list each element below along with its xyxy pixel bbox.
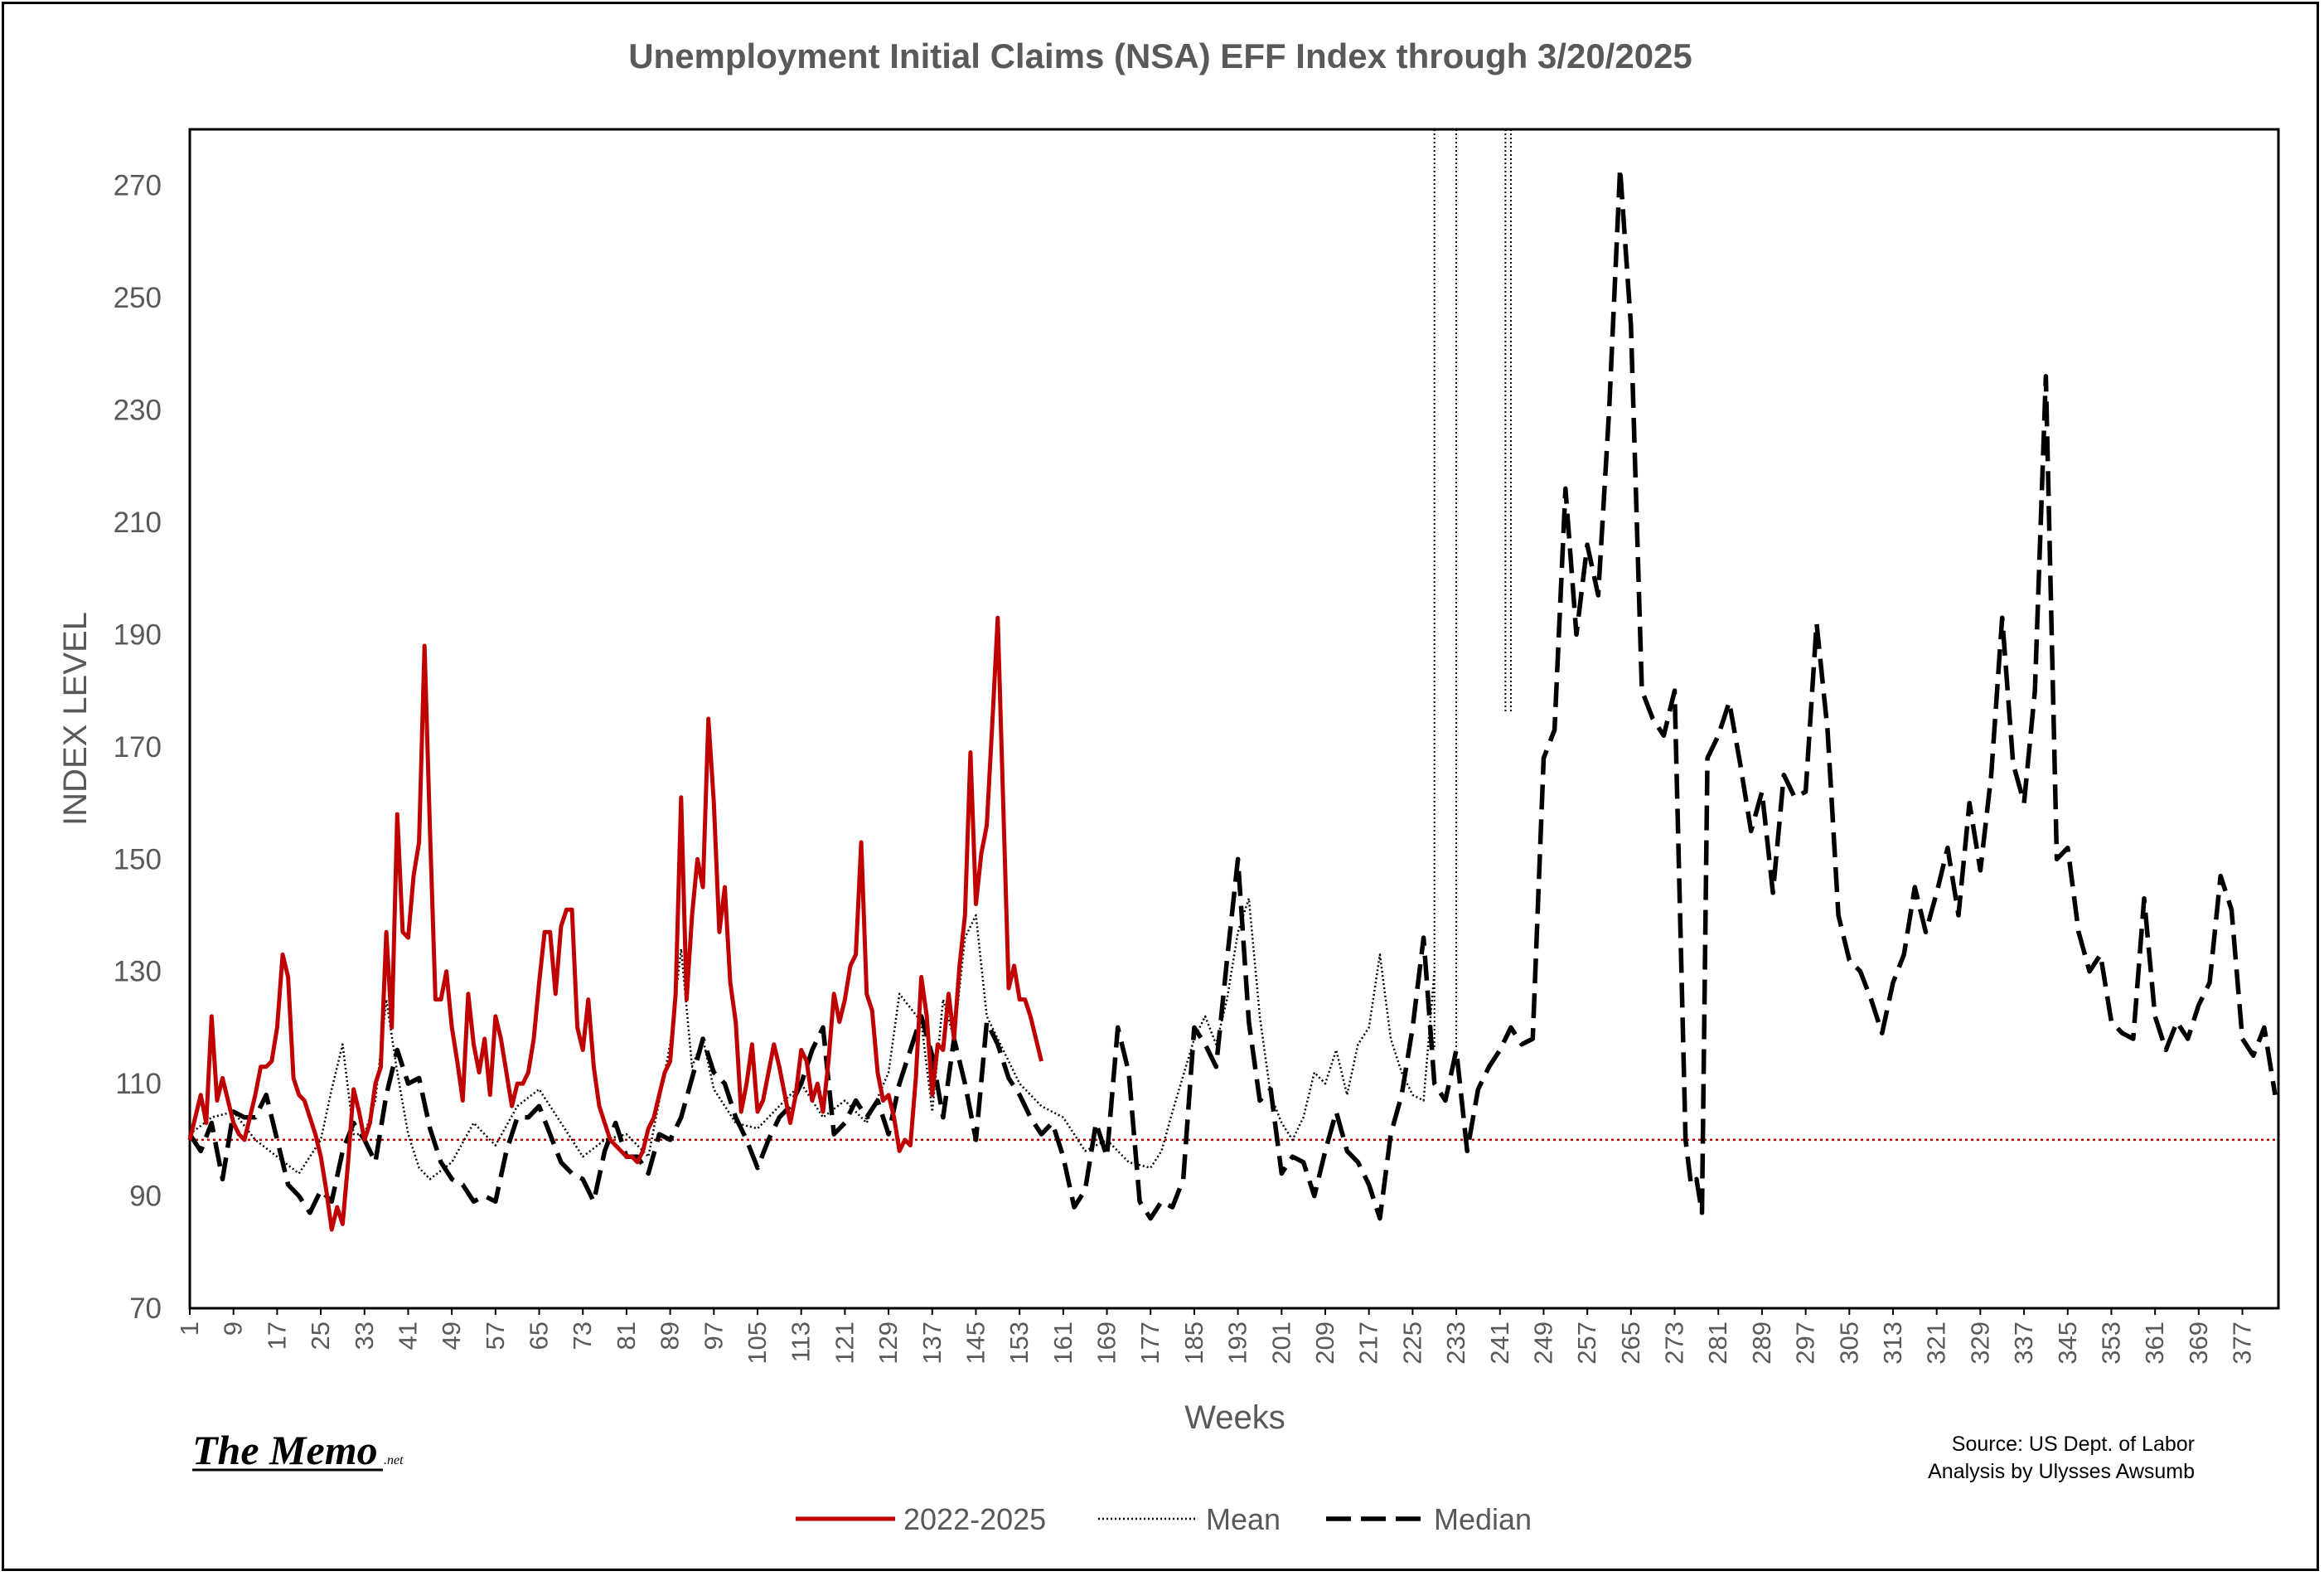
- source-line-2: Analysis by Ulysses Awsumb: [1928, 1460, 2195, 1483]
- x-tick-label: 121: [830, 1321, 859, 1365]
- x-tick-label: 329: [1965, 1321, 1994, 1365]
- x-tick-label: 369: [2184, 1321, 2213, 1365]
- series-line-median: [187, 166, 2278, 1221]
- x-tick-label: 193: [1223, 1321, 1252, 1365]
- x-tick-label: 153: [1005, 1321, 1034, 1365]
- x-tick-label: 209: [1310, 1321, 1339, 1365]
- x-tick-label: 289: [1747, 1321, 1776, 1365]
- x-tick-label: 321: [1922, 1321, 1951, 1365]
- x-tick-label: 65: [525, 1321, 554, 1350]
- x-tick-label: 1: [175, 1321, 204, 1336]
- x-tick-label: 281: [1703, 1321, 1732, 1365]
- legend-label: Median: [1434, 1502, 1532, 1536]
- x-tick-label: 73: [568, 1321, 597, 1350]
- x-tick-label: 57: [481, 1321, 510, 1350]
- y-tick-label: 250: [114, 282, 162, 314]
- x-tick-label: 273: [1660, 1321, 1689, 1365]
- x-tick-label: 305: [1834, 1321, 1863, 1365]
- legend: 2022-2025 Mean Median: [796, 1502, 1532, 1536]
- mean-spike-lines: [1433, 129, 1512, 1050]
- x-tick-label: 89: [656, 1321, 685, 1350]
- x-tick-label: 337: [2009, 1321, 2038, 1365]
- x-tick-label: 129: [874, 1321, 903, 1365]
- x-tick-label: 105: [743, 1321, 772, 1365]
- brand-logo: The Memo .net: [192, 1427, 404, 1473]
- x-tick-label: 313: [1878, 1321, 1907, 1365]
- x-tick-label: 225: [1397, 1321, 1426, 1365]
- x-tick-label: 41: [393, 1321, 422, 1350]
- x-tick-label: 233: [1441, 1321, 1470, 1365]
- x-tick-label: 49: [437, 1321, 466, 1350]
- y-tick-label: 210: [114, 507, 162, 539]
- x-tick-label: 81: [612, 1321, 641, 1350]
- y-tick-label: 170: [114, 731, 162, 764]
- x-tick-label: 353: [2096, 1321, 2125, 1365]
- y-tick-label: 190: [114, 618, 162, 651]
- series-line-mean: [189, 897, 1436, 1181]
- legend-item-mean: Mean: [1098, 1502, 1281, 1536]
- y-axis-ticks: 70 90 110 130 150 170 190 210 230 250 270: [114, 170, 162, 1325]
- x-tick-label: 169: [1092, 1321, 1121, 1365]
- x-tick-label: 185: [1179, 1321, 1208, 1365]
- x-tick-label: 265: [1616, 1321, 1645, 1365]
- y-tick-label: 150: [114, 843, 162, 875]
- x-axis-title: Weeks: [1184, 1399, 1285, 1436]
- x-tick-label: 25: [306, 1321, 335, 1350]
- legend-item-median: Median: [1326, 1502, 1532, 1536]
- y-tick-label: 90: [129, 1181, 162, 1213]
- y-tick-label: 230: [114, 395, 162, 427]
- x-tick-label: 9: [219, 1321, 248, 1336]
- x-tick-label: 217: [1354, 1321, 1383, 1365]
- y-tick-label: 110: [115, 1068, 162, 1100]
- chart-title: Unemployment Initial Claims (NSA) EFF In…: [628, 36, 1692, 75]
- legend-item-2022-2025: 2022-2025: [796, 1502, 1046, 1536]
- x-tick-label: 361: [2140, 1321, 2169, 1365]
- y-tick-label: 70: [129, 1292, 162, 1325]
- x-axis-ticks: 1 9 17 25 33 41 49 57 65 73 81 89 97 105 113 121 129 137 1…: [175, 1308, 2257, 1365]
- x-tick-label: 297: [1791, 1321, 1820, 1365]
- x-tick-label: 97: [699, 1321, 728, 1350]
- x-tick-label: 137: [917, 1321, 947, 1365]
- logo-suffix-text: .net: [384, 1453, 404, 1467]
- source-line-1: Source: US Dept. of Labor: [1952, 1433, 2195, 1456]
- series-line-2022-2025: [187, 615, 1043, 1232]
- x-tick-label: 201: [1266, 1321, 1295, 1365]
- legend-label: 2022-2025: [903, 1502, 1046, 1536]
- x-tick-label: 17: [262, 1321, 291, 1350]
- x-tick-label: 257: [1572, 1321, 1601, 1365]
- y-tick-label: 130: [114, 956, 162, 988]
- x-tick-label: 249: [1528, 1321, 1557, 1365]
- legend-label: Mean: [1206, 1502, 1281, 1536]
- series-layer: [187, 166, 2278, 1232]
- logo-main-text: The Memo: [192, 1427, 378, 1473]
- x-tick-label: 33: [350, 1321, 379, 1350]
- x-tick-label: 177: [1135, 1321, 1164, 1365]
- y-tick-label: 270: [114, 170, 162, 202]
- x-tick-label: 241: [1485, 1321, 1514, 1365]
- x-tick-label: 145: [961, 1321, 990, 1365]
- x-tick-label: 161: [1048, 1321, 1077, 1365]
- y-axis-title: INDEX LEVEL: [57, 612, 94, 826]
- x-tick-label: 345: [2053, 1321, 2082, 1365]
- plot-area: [188, 128, 2280, 1310]
- x-tick-label: 113: [787, 1321, 816, 1362]
- x-tick-label: 377: [2228, 1321, 2257, 1365]
